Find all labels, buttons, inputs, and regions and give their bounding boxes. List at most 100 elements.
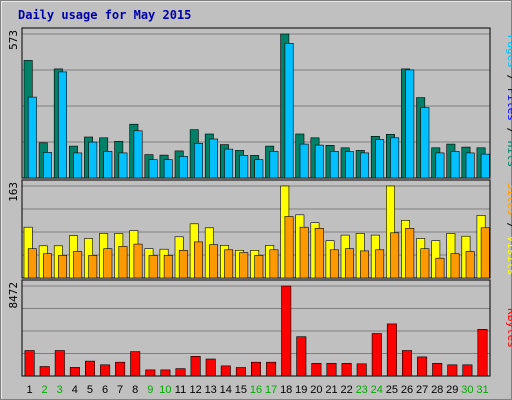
visits-sites-bar-sites-day-2 [42, 253, 52, 279]
kbytes-bar-kbytes-day-31 [477, 328, 488, 377]
visits-sites-bar-sites-day-20 [314, 228, 324, 279]
day-label-11: 11 [175, 384, 186, 396]
kbytes-bar-kbytes-day-24 [371, 333, 382, 377]
day-label-31: 31 [476, 384, 488, 396]
hits-files-pages-bar-files-day-27 [420, 107, 430, 179]
hits-files-pages-bar-files-day-24 [375, 139, 385, 179]
day-label-23: 23 [356, 384, 368, 396]
day-label-6: 6 [102, 384, 108, 396]
hits-files-pages-bar-files-day-23 [360, 152, 369, 179]
kbytes-bar-kbytes-day-6 [100, 364, 111, 377]
visits-sites-bar-sites-day-10 [163, 255, 173, 279]
visits-sites-bar-sites-day-25 [390, 232, 400, 279]
day-label-19: 19 [295, 384, 307, 396]
visits-sites-bar-sites-day-5 [88, 255, 98, 279]
visits-sites-bar-sites-day-27 [420, 248, 430, 279]
day-label-9: 9 [147, 384, 153, 396]
visits-sites-bar-sites-day-8 [133, 243, 143, 279]
visits-sites-bar-sites-day-9 [148, 255, 158, 279]
day-label-20: 20 [310, 384, 322, 396]
legend-separator: / [505, 68, 512, 88]
visits-sites-bar-sites-day-26 [405, 228, 415, 279]
visits-sites-bar-sites-day-29 [450, 253, 460, 279]
day-label-24: 24 [371, 384, 383, 396]
kbytes-bar-kbytes-day-9 [145, 369, 156, 377]
hits-files-pages-bar-files-day-11 [178, 156, 188, 179]
kbytes-max-label: 8472 [7, 282, 20, 309]
day-label-22: 22 [340, 384, 352, 396]
hits-files-pages-bar-files-day-25 [390, 137, 400, 179]
hits-files-pages-bar-files-day-13 [209, 138, 218, 179]
hits-files-pages-bar-files-day-5 [88, 141, 98, 179]
chart-title: Daily usage for May 2015 [18, 8, 192, 22]
legend-visits: Visits [505, 236, 512, 276]
day-label-21: 21 [325, 384, 337, 396]
day-label-10: 10 [159, 384, 171, 396]
kbytes-bar-kbytes-day-18 [281, 285, 292, 377]
kbytes-bar-kbytes-day-19 [296, 336, 307, 377]
kbytes-bar-kbytes-day-13 [205, 358, 216, 377]
legend-separator: / [505, 121, 512, 141]
hits-files-pages-bar-files-day-19 [299, 143, 309, 179]
hits-files-pages-bar-files-day-8 [133, 130, 143, 179]
kbytes-bar-kbytes-day-5 [85, 360, 96, 377]
day-label-13: 13 [205, 384, 217, 396]
hits-files-pages-bar-files-day-18 [284, 42, 294, 179]
legend-pages: Pages [505, 35, 512, 68]
kbytes-bar-kbytes-day-8 [130, 351, 141, 377]
hits-files-pages-bar-files-day-10 [163, 159, 173, 179]
day-label-7: 7 [117, 384, 123, 396]
hits-files-pages-bar-files-day-16 [254, 159, 264, 179]
day-label-2: 2 [42, 384, 48, 396]
kbytes-bar-kbytes-day-25 [386, 323, 397, 377]
day-label-8: 8 [132, 384, 138, 396]
kbytes-bar-kbytes-day-23 [356, 363, 367, 377]
hits-files-pages-bar-files-day-15 [239, 155, 249, 179]
day-label-5: 5 [87, 384, 93, 396]
visits-sites-bar-sites-day-31 [480, 227, 490, 279]
hits-files-pages-legend: Pages / Files / Hits [505, 35, 512, 168]
day-label-28: 28 [431, 384, 443, 396]
day-label-26: 26 [401, 384, 413, 396]
kbytes-bar-kbytes-day-22 [341, 362, 352, 377]
day-label-4: 4 [72, 384, 78, 396]
kbytes-bar-kbytes-day-12 [190, 355, 201, 377]
day-label-12: 12 [189, 384, 201, 396]
hits-files-pages-bar-files-day-30 [465, 152, 475, 179]
visits-sites-bar-sites-day-3 [58, 255, 68, 279]
visits-sites-bar-sites-day-24 [375, 249, 385, 279]
hits-files-pages-bar-files-day-6 [103, 151, 113, 179]
visits-sites-bar-sites-day-16 [254, 255, 264, 279]
kbytes-bar-kbytes-day-21 [326, 362, 337, 377]
kbytes-bar-kbytes-day-7 [115, 361, 126, 377]
kbytes-bar-kbytes-day-28 [432, 362, 443, 377]
visits-sites-bar-sites-day-17 [269, 249, 279, 279]
kbytes-bar-kbytes-day-11 [175, 368, 186, 377]
visits-sites-bar-sites-day-21 [329, 249, 339, 279]
hits-files-pages-bar-files-day-14 [224, 148, 234, 179]
visits-sites-bar-sites-day-18 [284, 216, 294, 279]
hits-files-pages-bar-files-day-3 [58, 71, 68, 179]
visits-sites-max-label: 163 [7, 182, 20, 202]
day-label-16: 16 [250, 384, 262, 396]
kbytes-bar-kbytes-day-3 [54, 350, 65, 377]
kbytes-bar-kbytes-day-14 [220, 365, 231, 377]
hits-files-pages-max-label: 573 [7, 30, 20, 50]
hits-files-pages-bar-files-day-4 [73, 152, 83, 179]
legend-files: Files [505, 88, 512, 121]
visits-sites-bar-sites-day-7 [118, 246, 128, 279]
visits-sites-bar-sites-day-19 [299, 226, 309, 279]
hits-files-pages-bar-files-day-31 [480, 153, 490, 179]
day-label-27: 27 [416, 384, 428, 396]
visits-sites-bar-sites-day-11 [178, 250, 188, 279]
kbytes-bar-kbytes-day-15 [235, 367, 246, 377]
day-label-30: 30 [461, 384, 473, 396]
kbytes-bar-kbytes-day-20 [311, 362, 322, 377]
day-label-14: 14 [220, 384, 232, 396]
visits-sites-bar-sites-day-23 [360, 250, 369, 279]
legend-separator: / [505, 216, 512, 236]
visits-sites-bar-sites-day-14 [224, 249, 234, 279]
kbytes-bar-kbytes-day-2 [39, 366, 50, 377]
kbytes-bar-kbytes-day-29 [447, 364, 458, 377]
